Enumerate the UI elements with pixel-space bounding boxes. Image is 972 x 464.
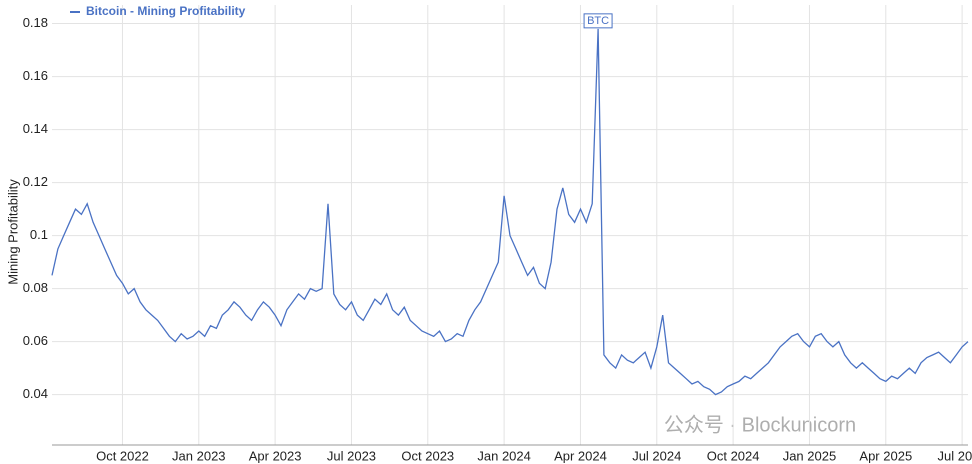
series-line (51, 28, 969, 396)
x-tick-label: Apr 2025 (859, 448, 912, 463)
y-tick-label: 0.08 (23, 280, 48, 295)
x-tick-label: Oct 2022 (96, 448, 149, 463)
y-axis-label: Mining Profitability (5, 179, 20, 285)
x-tick-label: Apr 2023 (249, 448, 302, 463)
y-tick-label: 0.12 (23, 174, 48, 189)
annotation: BTC (587, 15, 609, 27)
legend-label: Bitcoin - Mining Profitability (86, 4, 246, 18)
x-tick-label: Apr 2024 (554, 448, 607, 463)
y-tick-label: 0.04 (23, 386, 48, 401)
y-tick-label: 0.06 (23, 333, 48, 348)
x-tick-label: Oct 2023 (401, 448, 454, 463)
y-tick-label: 0.18 (23, 15, 48, 30)
y-tick-label: 0.16 (23, 68, 48, 83)
x-tick-label: Jul 2023 (327, 448, 376, 463)
y-tick-label: 0.1 (30, 227, 48, 242)
watermark: 公众号 · Blockunicorn (664, 413, 856, 436)
plot: 0.04 0.06 0.08 0.1 0.12 0.14 0.16 0.18 Oct 2022 J… (23, 4, 972, 463)
annotation-box (583, 13, 613, 29)
x-tick-label: Jan 2024 (477, 448, 531, 463)
x-tick-label: Jan 2025 (783, 448, 837, 463)
x-tick-label: Oct 2024 (707, 448, 760, 463)
y-tick-label: 0.14 (23, 121, 48, 136)
x-tick-label: Jul 2025 (938, 448, 972, 463)
x-tick-label: Jul 2024 (632, 448, 681, 463)
x-tick-label: Jan 2023 (172, 448, 226, 463)
